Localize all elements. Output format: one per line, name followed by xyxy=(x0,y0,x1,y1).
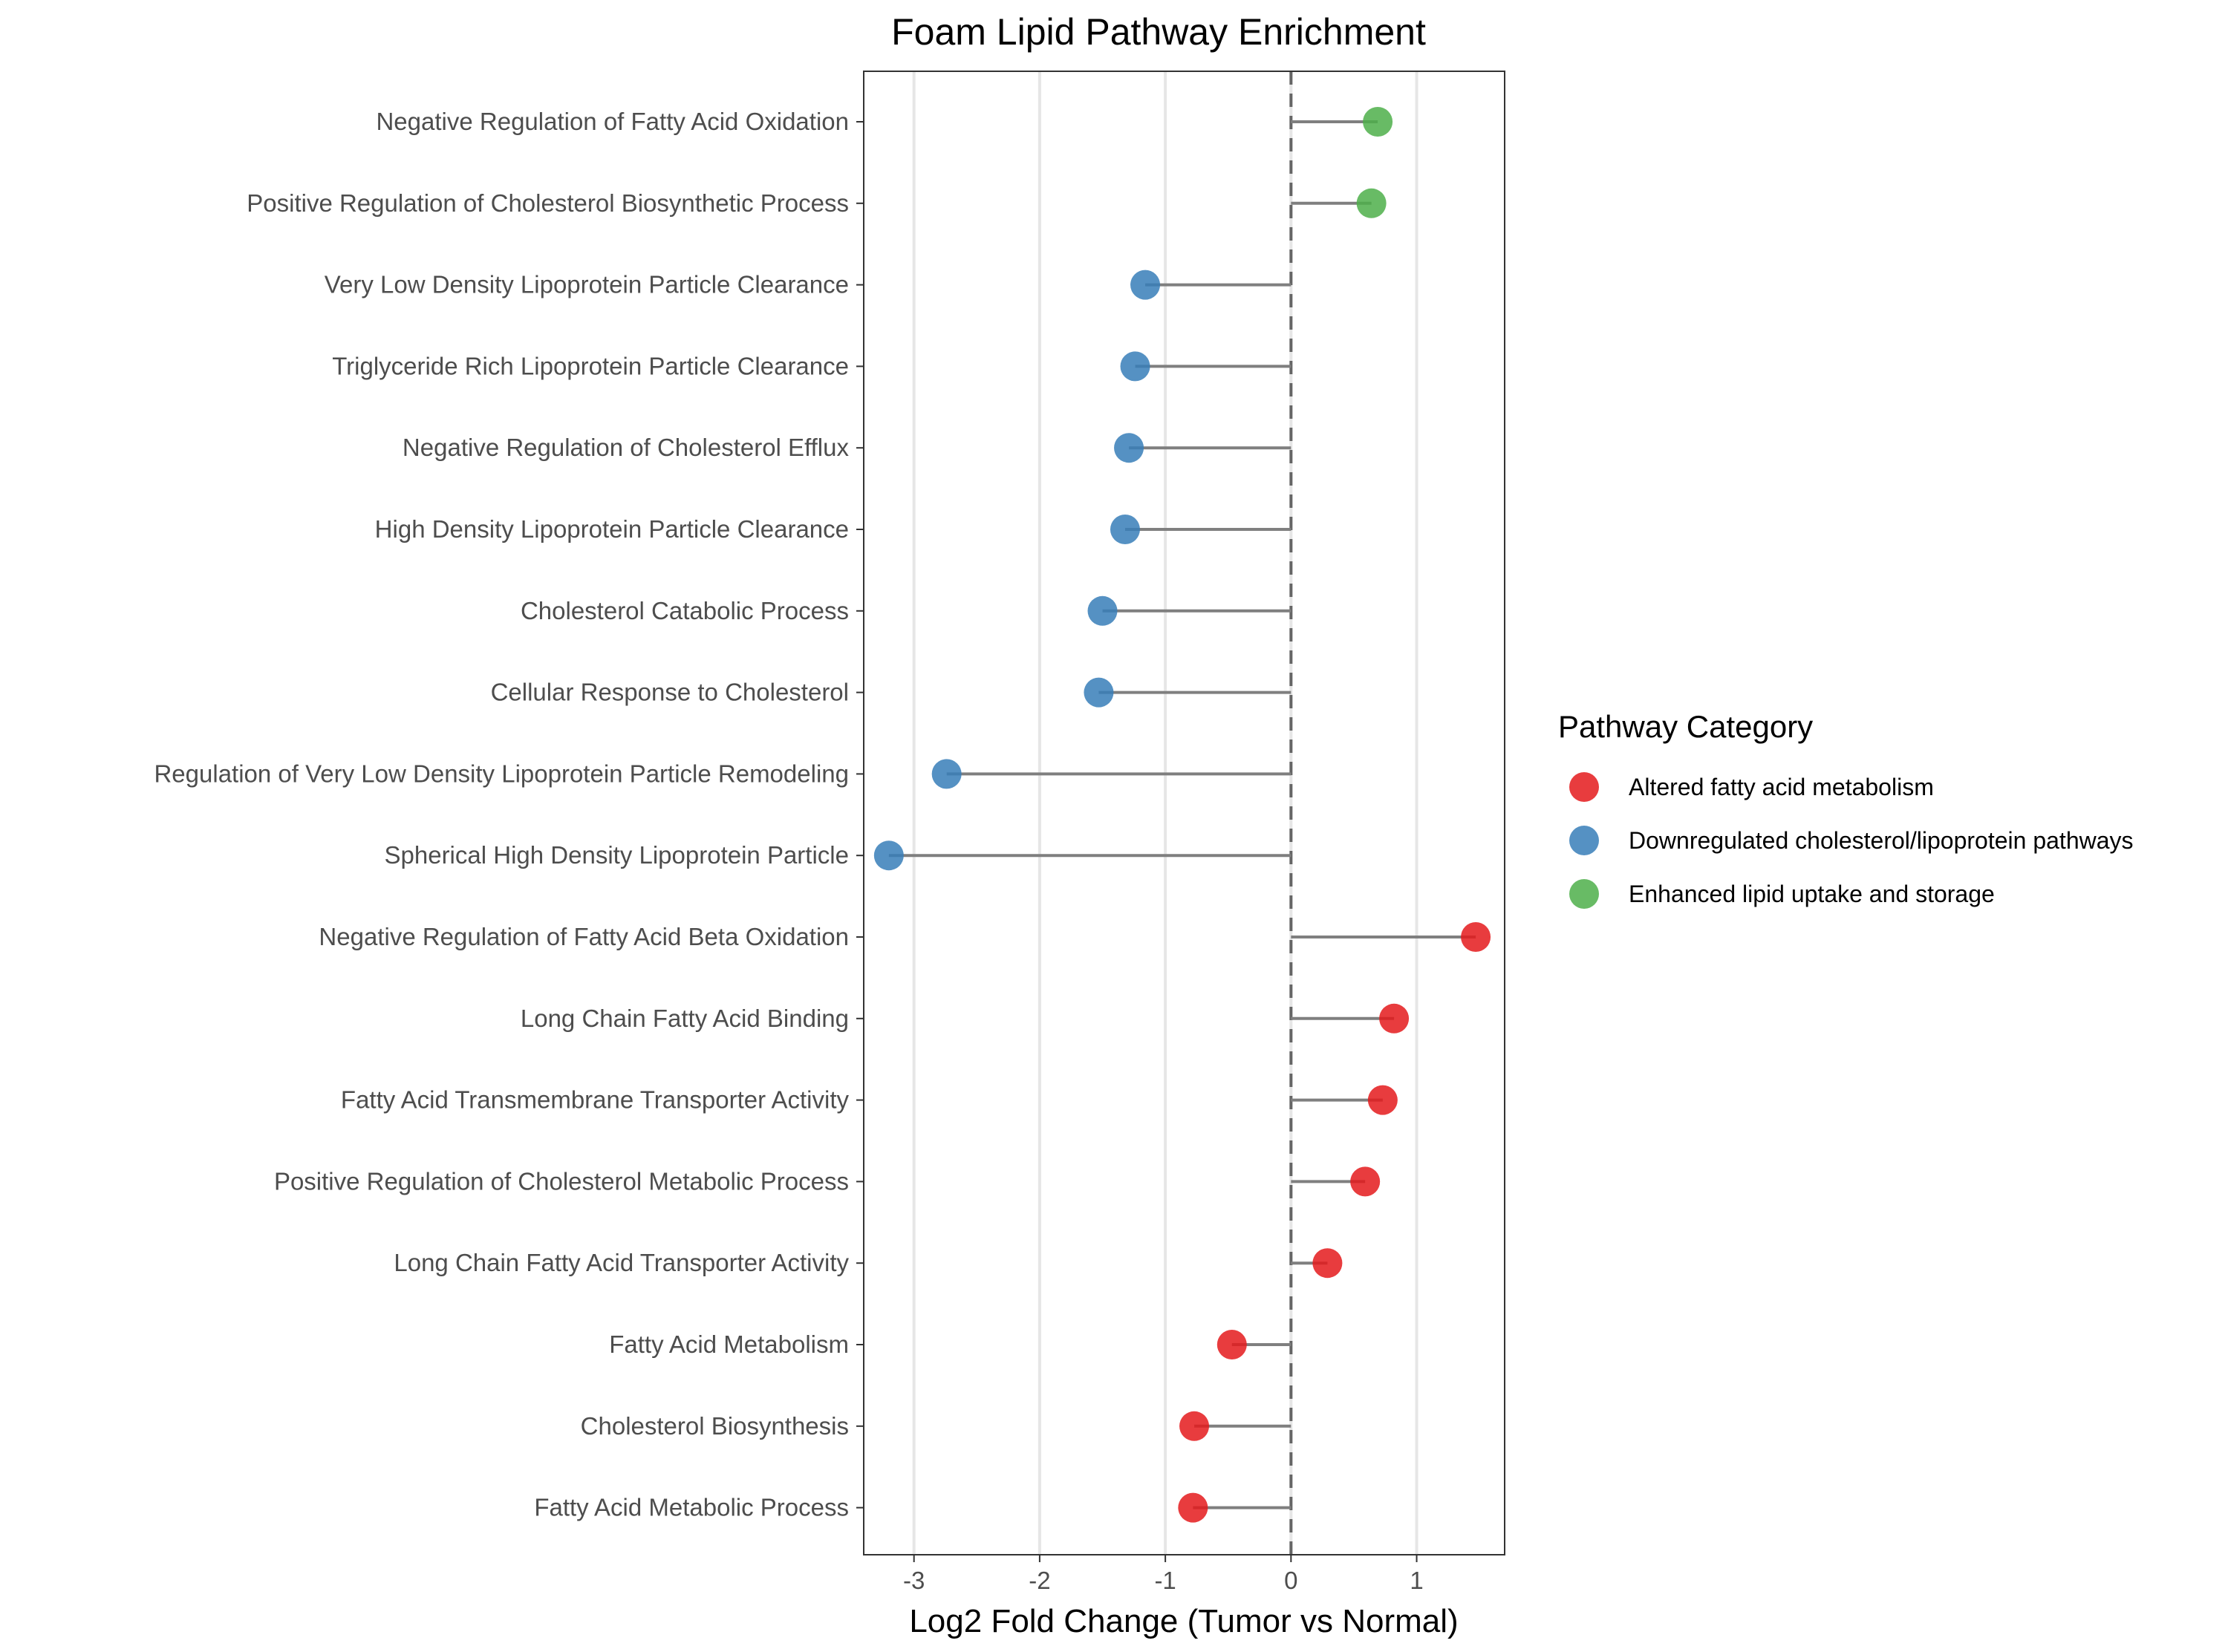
data-point xyxy=(1356,188,1387,218)
legend-label: Enhanced lipid uptake and storage xyxy=(1629,881,1995,907)
y-tick-label: Fatty Acid Transmembrane Transporter Act… xyxy=(341,1086,850,1114)
y-tick-label: Long Chain Fatty Acid Transporter Activi… xyxy=(394,1249,849,1276)
grid-layer xyxy=(912,71,1418,1555)
data-point xyxy=(1367,1085,1398,1115)
x-tick-label: 0 xyxy=(1284,1567,1297,1594)
x-tick-label: 1 xyxy=(1410,1567,1423,1594)
data-point xyxy=(1312,1248,1343,1279)
point-layer xyxy=(873,107,1491,1523)
data-point xyxy=(1216,1330,1247,1359)
y-tick-label: Positive Regulation of Cholesterol Metab… xyxy=(274,1167,849,1195)
data-point xyxy=(1379,1003,1410,1034)
y-tick-label: Spherical High Density Lipoprotein Parti… xyxy=(385,841,850,869)
y-tick-label: Long Chain Fatty Acid Binding xyxy=(521,1005,849,1032)
data-point xyxy=(1130,270,1161,300)
legend-key xyxy=(1569,772,1599,802)
data-point xyxy=(873,840,904,871)
x-tick-label: -2 xyxy=(1029,1567,1050,1594)
legend-label: Downregulated cholesterol/lipoprotein pa… xyxy=(1629,827,2134,854)
x-axis: -3 -2 -1 0 1 xyxy=(903,1555,1424,1594)
y-tick-label: High Density Lipoprotein Particle Cleara… xyxy=(375,515,849,543)
y-tick-label: Cholesterol Catabolic Process xyxy=(521,597,849,624)
y-tick-label: Regulation of Very Low Density Lipoprote… xyxy=(154,760,849,787)
data-point xyxy=(1110,515,1140,544)
data-point xyxy=(1179,1411,1210,1441)
y-tick-label: Positive Regulation of Cholesterol Biosy… xyxy=(247,189,849,217)
y-tick-label: Fatty Acid Metabolism xyxy=(609,1331,849,1358)
x-tick-label: -1 xyxy=(1154,1567,1176,1594)
x-axis-title: Log2 Fold Change (Tumor vs Normal) xyxy=(909,1603,1458,1639)
legend: Pathway Category Altered fatty acid meta… xyxy=(1558,709,2134,909)
data-point xyxy=(1178,1492,1208,1523)
legend-title: Pathway Category xyxy=(1558,709,1813,744)
data-point xyxy=(1461,922,1491,952)
y-tick-label: Very Low Density Lipoprotein Particle Cl… xyxy=(325,271,849,298)
panel-border xyxy=(863,71,1505,1555)
stem-layer xyxy=(888,120,1476,1509)
y-tick-label: Cellular Response to Cholesterol xyxy=(491,679,849,706)
y-tick-label: Cholesterol Biosynthesis xyxy=(581,1412,849,1440)
legend-key xyxy=(1569,879,1599,909)
y-tick-label: Negative Regulation of Fatty Acid Beta O… xyxy=(319,923,849,950)
x-tick-label: -3 xyxy=(903,1567,925,1594)
y-tick-label: Negative Regulation of Cholesterol Efflu… xyxy=(403,434,850,461)
y-tick-label: Fatty Acid Metabolic Process xyxy=(534,1494,849,1521)
data-point xyxy=(1120,351,1150,382)
chart-title: Foam Lipid Pathway Enrichment xyxy=(891,11,1426,53)
data-point xyxy=(931,759,962,789)
data-point xyxy=(1084,677,1114,708)
y-tick-label: Triglyceride Rich Lipoprotein Particle C… xyxy=(332,352,849,379)
data-point xyxy=(1363,107,1393,137)
y-tick-label: Negative Regulation of Fatty Acid Oxidat… xyxy=(376,108,849,135)
legend-label: Altered fatty acid metabolism xyxy=(1629,774,1934,800)
y-axis: Negative Regulation of Fatty Acid Oxidat… xyxy=(154,108,864,1521)
legend-key xyxy=(1569,826,1599,855)
data-point xyxy=(1350,1166,1381,1197)
data-point xyxy=(1087,595,1118,626)
data-point xyxy=(1114,433,1144,463)
